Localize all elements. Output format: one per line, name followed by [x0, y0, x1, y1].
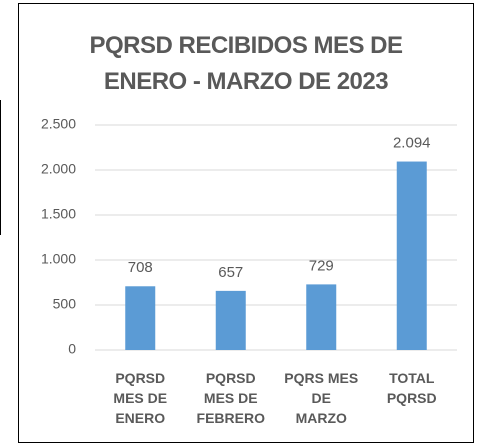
data-label: 657 [218, 264, 243, 281]
y-tick-label: 1.500 [41, 206, 76, 222]
data-label: 2.094 [393, 135, 431, 152]
y-tick-label: 1.000 [41, 251, 76, 267]
bar [125, 286, 156, 350]
x-tick-label: PQRSD MES DE FEBRERO [196, 370, 265, 426]
chart-title: PQRSD RECIBIDOS MES DE ENERO - MARZO DE … [89, 32, 403, 95]
y-tick-label: 2.000 [41, 161, 76, 177]
data-label: 729 [309, 257, 334, 274]
bar [215, 290, 246, 350]
x-tick-label: TOTAL PQRSD [386, 370, 437, 406]
y-tick-label: 0 [68, 341, 76, 357]
bar [396, 161, 427, 350]
bar [306, 284, 337, 350]
y-tick-label: 2.500 [41, 116, 76, 132]
y-tick-label: 500 [53, 296, 77, 312]
x-tick-label: PQRSD MES DE ENERO [113, 370, 168, 426]
data-label: 708 [128, 259, 153, 276]
x-tick-label: PQRS MES DE MARZO [284, 370, 359, 426]
